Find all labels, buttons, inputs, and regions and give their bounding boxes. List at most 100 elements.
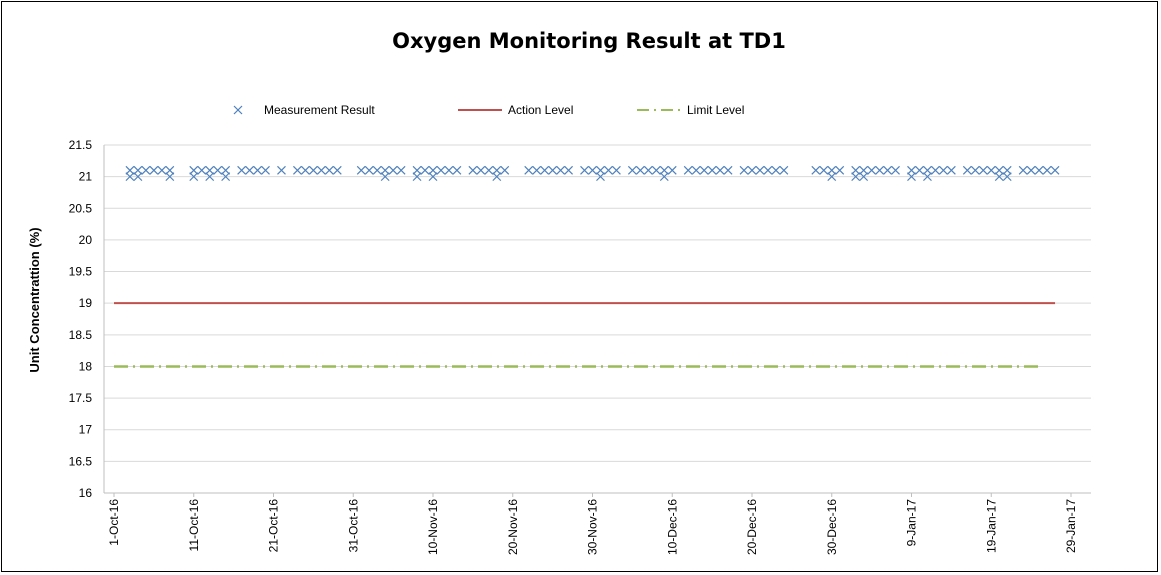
measurement-point: [133, 172, 143, 182]
measurement-point: [221, 165, 231, 175]
measurement-point: [604, 165, 613, 175]
measurement-point: [532, 165, 542, 175]
measurement-point: [261, 165, 270, 175]
measurement-point: [946, 165, 956, 175]
measurement-point: [165, 165, 175, 175]
x-tick-label: 31-Oct-16: [346, 499, 360, 553]
measurement-point: [962, 165, 972, 175]
measurement-point: [444, 165, 454, 175]
measurement-point: [253, 165, 262, 175]
x-tick-label: 10-Dec-16: [665, 499, 679, 555]
measurement-point: [189, 165, 199, 175]
x-tick-label: 29-Jan-17: [1064, 499, 1078, 553]
measurement-point: [420, 165, 430, 175]
legend-label: Limit Level: [687, 103, 744, 117]
series-layer: [114, 165, 1060, 368]
measurement-point: [300, 165, 310, 175]
measurement-point: [771, 165, 781, 175]
measurement-point: [723, 165, 733, 175]
measurement-point: [308, 165, 318, 175]
measurement-point: [763, 165, 773, 175]
measurement-point: [994, 165, 1004, 175]
measurement-point: [859, 172, 869, 182]
y-tick-label: 18.5: [69, 328, 93, 342]
measurement-point: [468, 165, 478, 175]
measurement-point: [548, 165, 558, 175]
measurement-point: [149, 165, 159, 175]
measurement-point: [324, 165, 334, 175]
measurement-point: [133, 165, 143, 175]
measurement-point: [875, 165, 885, 175]
measurement-point: [915, 165, 924, 175]
measurement-point: [372, 165, 382, 175]
y-tick-label: 16: [79, 486, 93, 500]
measurement-point: [970, 165, 980, 175]
measurement-point: [476, 165, 486, 175]
measurement-point: [428, 172, 438, 182]
measurement-point: [612, 165, 621, 175]
measurement-point: [189, 172, 199, 182]
measurement-point: [596, 172, 605, 182]
legend-item: Measurement Result: [233, 103, 375, 117]
measurement-point: [1002, 165, 1012, 175]
x-tick-label: 19-Jan-17: [984, 499, 998, 553]
measurement-point: [125, 165, 135, 175]
measurement-point: [651, 165, 661, 175]
y-tick-labels: 21.5 21 20.5 20 19.5 19 18.5 18 17.5 17 16.5 16: [69, 138, 93, 500]
y-tick-label: 18: [79, 359, 93, 373]
measurement-point: [707, 165, 717, 175]
measurement-point: [659, 172, 669, 182]
measurement-point: [859, 165, 869, 175]
measurement-point: [540, 165, 550, 175]
measurement-point: [755, 165, 765, 175]
measurement-point: [221, 172, 231, 182]
measurement-point: [667, 165, 677, 175]
measurement-point: [891, 165, 900, 175]
y-tick-label: 19: [79, 296, 93, 310]
measurement-point: [683, 165, 693, 175]
measurement-point: [213, 165, 223, 175]
x-tick-label: 30-Dec-16: [825, 499, 839, 555]
measurement-point: [596, 165, 605, 175]
measurement-point: [938, 165, 948, 175]
measurement-point: [564, 165, 573, 175]
measurement-point: [747, 165, 757, 175]
measurement-point: [492, 172, 502, 182]
chart-title: Oxygen Monitoring Result at TD1: [392, 29, 786, 53]
measurement-point: [380, 172, 390, 182]
measurement-point: [356, 165, 366, 175]
measurement-point: [428, 165, 438, 175]
y-tick-label: 21.5: [69, 138, 93, 152]
measurement-point: [635, 165, 645, 175]
measurement-point: [1018, 165, 1028, 175]
legend-item: Limit Level: [637, 103, 744, 117]
measurement-point: [819, 165, 829, 175]
measurement-point: [699, 165, 709, 175]
measurement-point: [277, 165, 286, 175]
measurement-point: [907, 172, 916, 182]
measurement-point: [1050, 165, 1060, 175]
x-tick-label: 30-Nov-16: [586, 499, 600, 555]
legend: Measurement Result Action Level Limit Leve…: [233, 103, 744, 117]
x-tick-label: 9-Jan-17: [905, 499, 919, 547]
x-tick-label: 11-Oct-16: [187, 499, 201, 552]
measurement-point: [835, 165, 845, 175]
measurement-point: [907, 165, 916, 175]
measurement-point: [978, 165, 988, 175]
measurement-point: [197, 165, 207, 175]
measurement-point: [316, 165, 326, 175]
x-tick-label: 20-Nov-16: [506, 499, 520, 555]
measurement-point: [524, 165, 534, 175]
measurement-point: [388, 165, 398, 175]
legend-marker: [233, 105, 243, 115]
measurement-point: [867, 165, 877, 175]
measurement-point: [739, 165, 749, 175]
measurement-point: [484, 165, 494, 175]
measurement-point: [627, 165, 637, 175]
x-tick-label: 10-Nov-16: [426, 499, 440, 555]
x-tick-label: 20-Dec-16: [745, 499, 759, 555]
measurement-point: [643, 165, 653, 175]
measurement-point: [588, 165, 597, 175]
y-tick-label: 20: [79, 233, 93, 247]
